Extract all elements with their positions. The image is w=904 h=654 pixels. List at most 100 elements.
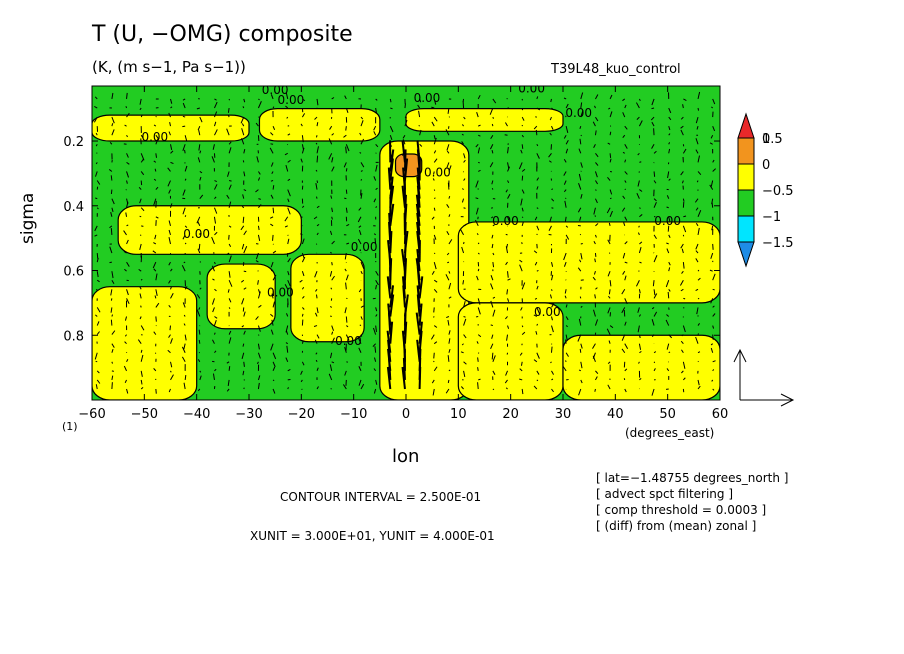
wind-vector <box>286 330 289 335</box>
wind-vector <box>415 312 421 335</box>
wind-vector <box>594 198 598 204</box>
wind-vector <box>681 180 684 184</box>
wind-vector <box>198 129 201 136</box>
wind-vector <box>578 173 582 181</box>
wind-vector <box>154 234 157 240</box>
wind-vector <box>124 268 127 272</box>
wind-vector <box>358 289 362 293</box>
wind-vector <box>343 134 347 138</box>
wind-vector <box>359 132 362 136</box>
wind-vector <box>712 313 716 317</box>
wind-vector <box>477 252 480 255</box>
wind-vector <box>272 301 275 308</box>
wind-vector <box>331 133 335 136</box>
wind-vector <box>416 294 421 317</box>
wind-vector <box>492 116 494 119</box>
wind-vector <box>504 122 508 127</box>
wind-vector <box>551 388 554 393</box>
wind-vector <box>140 171 145 176</box>
contour-label: 0.00 <box>424 166 451 180</box>
wind-vector <box>534 261 538 266</box>
wind-vector <box>183 323 186 326</box>
wind-vector <box>214 231 218 236</box>
wind-vector <box>622 134 626 139</box>
wind-vector <box>242 216 245 224</box>
wind-vector <box>565 234 570 240</box>
wind-vector <box>507 166 511 172</box>
wind-vector <box>199 287 202 290</box>
wind-vector <box>213 207 218 214</box>
wind-vector <box>448 214 451 217</box>
wind-vector <box>125 106 128 109</box>
wind-vector <box>360 270 363 275</box>
chart-units: (K, (m s−1, Pa s−1)) <box>92 58 246 76</box>
wind-vector <box>507 271 509 278</box>
wind-vector <box>536 107 541 111</box>
wind-vector <box>287 198 290 203</box>
wind-vector <box>463 224 466 227</box>
wind-vector <box>402 139 406 145</box>
wind-vector <box>696 125 699 130</box>
wind-vector <box>284 225 288 228</box>
wind-vector <box>140 207 145 212</box>
wind-vector <box>653 234 657 240</box>
wind-vector <box>638 289 641 294</box>
wind-vector <box>710 347 714 353</box>
wind-vector <box>536 285 539 290</box>
wind-vector <box>360 120 364 127</box>
wind-vector <box>389 98 392 103</box>
wind-vector <box>609 158 612 163</box>
wind-vector <box>478 124 481 127</box>
contour-region <box>92 114 250 142</box>
wind-vector <box>460 229 465 236</box>
wind-vector <box>212 278 215 281</box>
wind-vector <box>666 343 670 350</box>
wind-vector <box>272 125 276 131</box>
wind-vector <box>330 315 332 317</box>
wind-vector <box>463 207 466 209</box>
wind-vector <box>492 262 495 268</box>
wind-vector <box>344 346 347 353</box>
wind-vector <box>168 220 171 226</box>
wind-vector <box>653 202 657 208</box>
wind-vector <box>196 107 200 110</box>
wind-vector <box>111 361 113 364</box>
wind-vector <box>666 368 670 372</box>
wind-vector <box>375 284 377 290</box>
wind-vector <box>549 132 552 136</box>
wind-vector <box>301 340 304 344</box>
wind-vector <box>96 207 99 210</box>
wind-vector <box>446 316 450 319</box>
wind-vector <box>533 359 538 363</box>
wind-vector <box>447 379 450 384</box>
contour-label: 0.00 <box>351 240 378 254</box>
wind-vector <box>197 221 201 227</box>
wind-vector <box>184 135 188 141</box>
wind-vector <box>668 288 671 292</box>
wind-vector <box>228 184 232 190</box>
wind-vector <box>255 189 259 193</box>
wind-vector <box>594 130 597 136</box>
wind-vector <box>622 112 626 118</box>
wind-vector <box>666 195 670 199</box>
wind-vector <box>536 269 539 272</box>
wind-vector <box>521 388 524 395</box>
wind-vector <box>170 268 173 272</box>
wind-vector <box>375 379 378 385</box>
wind-vector <box>389 294 395 317</box>
wind-vector <box>110 228 113 235</box>
wind-vector <box>358 229 362 236</box>
wind-vector <box>140 153 145 161</box>
wind-vector <box>447 107 450 114</box>
wind-vector <box>535 331 538 335</box>
wind-vector <box>536 207 539 209</box>
wind-vector <box>595 153 599 158</box>
wind-vector <box>607 270 611 277</box>
wind-vector <box>170 161 174 165</box>
wind-vector <box>565 139 569 145</box>
wind-vector <box>462 188 464 190</box>
wind-vector <box>140 278 143 281</box>
wind-vector <box>624 298 628 305</box>
wind-vector <box>258 198 261 200</box>
wind-vector <box>608 222 611 226</box>
